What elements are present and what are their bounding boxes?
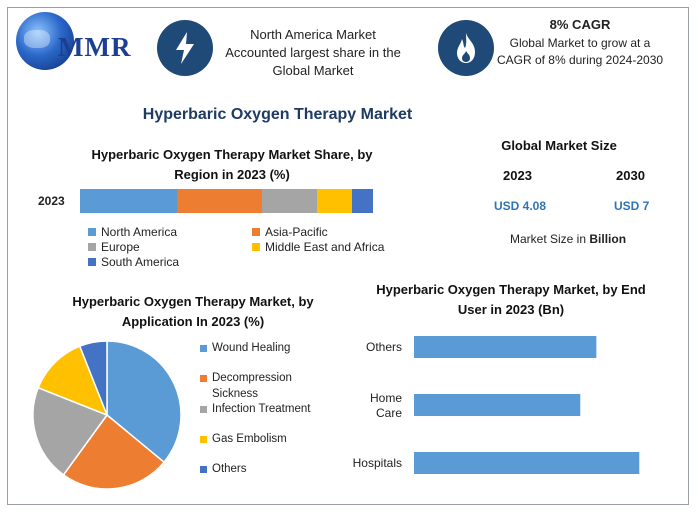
legend-label: Asia-Pacific — [265, 225, 328, 239]
cagr-text: Global Market to grow at a CAGR of 8% du… — [496, 36, 664, 67]
legend-swatch — [200, 466, 207, 473]
pie-slice-infection-treatment — [32, 386, 109, 476]
unit-bold: Billion — [589, 232, 627, 246]
legend-swatch — [252, 228, 260, 236]
region-legend-item-europe: Europe — [88, 240, 252, 254]
application-legend-item-gas-embolism: Gas Embolism — [200, 431, 325, 447]
legend-swatch — [88, 243, 96, 251]
application-legend-item-decompression-sickness: Decompression Sickness — [200, 370, 325, 402]
legend-label: Middle East and Africa — [265, 240, 385, 254]
application-pie-chart — [32, 340, 182, 490]
pie-slice-decompression-sickness — [62, 413, 166, 490]
lightning-icon — [157, 20, 213, 76]
legend-swatch — [252, 243, 260, 251]
end-user-bar-hospitals — [414, 452, 640, 474]
legend-label: South America — [101, 255, 180, 269]
market-size-value-2023: USD 4.08 — [494, 199, 547, 213]
pie-slice-others — [78, 340, 108, 416]
legend-label: Others — [212, 463, 247, 475]
application-legend-item-infection-treatment: Infection Treatment — [200, 401, 325, 417]
end-user-bar-others — [414, 336, 597, 358]
region-bar-segment-north-america — [80, 189, 177, 213]
end-user-bar-chart: Others Home Care Hospitals — [353, 336, 640, 474]
region-bar-segment-south-america — [352, 189, 373, 213]
application-legend-item-others: Others — [200, 461, 325, 477]
region-stacked-bar — [80, 189, 373, 213]
region-legend-item-middle-east-and-africa: Middle East and Africa — [252, 240, 418, 254]
region-bar-segment-middle-east-and-africa — [317, 189, 353, 213]
pie-slice-wound-healing — [106, 340, 182, 464]
market-size-year-2030: 2030 — [616, 168, 645, 183]
unit-prefix: Market Size in — [510, 232, 590, 246]
main-title: Hyperbaric Oxygen Therapy Market — [142, 106, 413, 123]
legend-label: Infection Treatment — [212, 403, 311, 415]
region-legend-item-south-america: South America — [88, 255, 252, 269]
region-bar-segment-asia-pacific — [176, 189, 262, 213]
region-chart-title: Hyperbaric Oxygen Therapy Market Share, … — [91, 147, 373, 182]
market-size-heading: Global Market Size — [501, 138, 617, 153]
end-user-bar-home-care — [414, 394, 581, 416]
region-chart-legend: North America Asia-Pacific Europe Middle Ea… — [88, 225, 418, 269]
market-size-year-2023: 2023 — [503, 168, 532, 183]
end-user-category-label-home-care: Home Care — [370, 391, 402, 420]
legend-label: Europe — [101, 240, 140, 254]
legend-swatch — [200, 436, 207, 443]
legend-swatch — [200, 375, 207, 382]
legend-swatch — [200, 345, 207, 352]
legend-label: Wound Healing — [212, 342, 291, 354]
end-user-category-label-hospitals: Hospitals — [353, 456, 402, 470]
brand-logo: MMR — [58, 32, 132, 62]
legend-swatch — [88, 228, 96, 236]
cagr-title: 8% CAGR — [549, 17, 611, 32]
application-chart-title: Hyperbaric Oxygen Therapy Market, by App… — [72, 294, 314, 329]
end-user-category-label-others: Others — [366, 340, 402, 354]
market-size-unit-note: Market Size in Billion — [510, 232, 626, 246]
legend-label: Decompression Sickness — [212, 372, 292, 400]
pie-slice-gas-embolism — [37, 345, 109, 417]
application-legend-item-wound-healing: Wound Healing — [200, 340, 325, 356]
legend-label: North America — [101, 225, 178, 239]
legend-label: Gas Embolism — [212, 433, 287, 445]
region-bar-segment-europe — [261, 189, 318, 213]
region-highlight-text: North America Market Accounted largest s… — [225, 27, 401, 78]
region-chart-category-label: 2023 — [38, 194, 65, 208]
legend-swatch — [200, 406, 207, 413]
flame-icon — [438, 20, 494, 76]
end-user-chart-title: Hyperbaric Oxygen Therapy Market, by End… — [376, 282, 646, 317]
market-size-value-2030: USD 7 — [614, 199, 650, 213]
infographic-frame — [7, 7, 689, 505]
globe-logo-icon — [16, 12, 74, 70]
region-legend-item-asia-pacific: Asia-Pacific — [252, 225, 418, 239]
region-legend-item-north-america: North America — [88, 225, 252, 239]
legend-swatch — [88, 258, 96, 266]
